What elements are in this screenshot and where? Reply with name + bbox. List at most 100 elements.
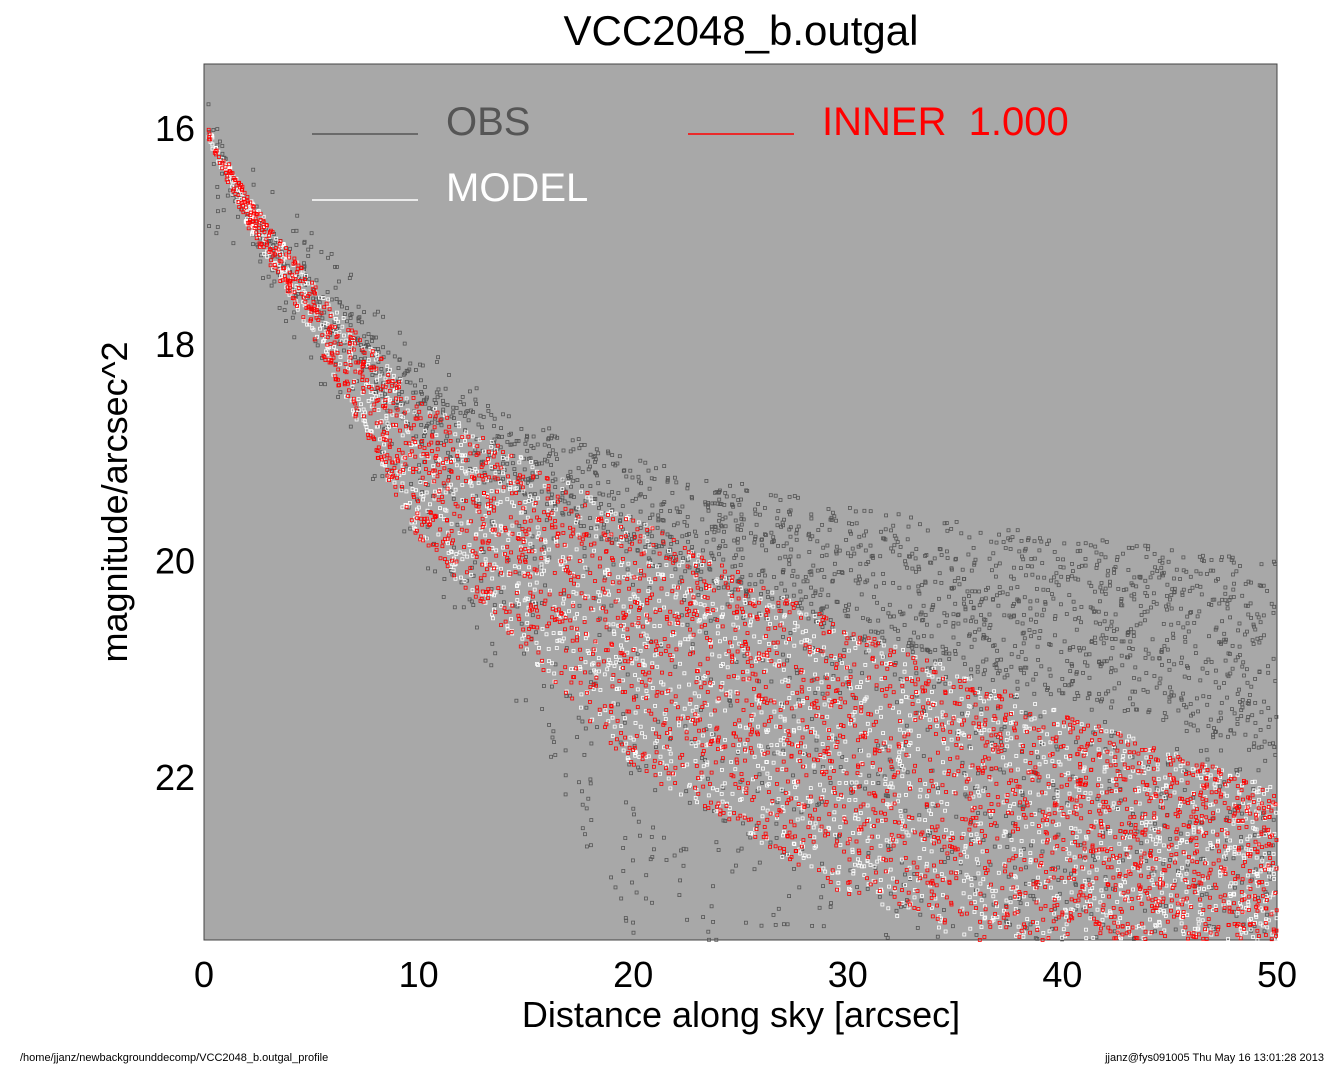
obs-point <box>838 658 842 662</box>
model-point <box>782 752 786 756</box>
obs-point <box>1247 747 1251 752</box>
obs-point <box>1104 636 1109 640</box>
obs-point <box>987 638 992 642</box>
obs-point <box>1016 654 1021 659</box>
obs-point <box>716 586 721 590</box>
obs-point <box>930 605 935 610</box>
obs-point <box>1087 652 1092 657</box>
model-point <box>1228 884 1232 889</box>
obs-point <box>1199 821 1204 825</box>
model-point <box>812 614 817 618</box>
model-point <box>879 714 883 719</box>
obs-point <box>708 567 713 572</box>
obs-point <box>710 527 715 532</box>
model-point <box>943 808 947 813</box>
obs-point <box>846 551 850 556</box>
obs-point <box>1029 617 1033 622</box>
obs-point <box>295 213 300 218</box>
obs-point <box>1128 639 1133 644</box>
model-point <box>1019 710 1024 714</box>
obs-point <box>960 760 965 765</box>
obs-point <box>818 593 823 597</box>
model-point <box>1155 788 1160 793</box>
obs-point <box>741 517 746 522</box>
obs-point <box>1089 584 1094 588</box>
model-point <box>582 616 587 621</box>
obs-point <box>925 648 930 652</box>
model-point <box>875 889 880 894</box>
obs-point <box>585 844 589 849</box>
obs-point <box>1013 644 1017 648</box>
obs-point <box>455 522 460 527</box>
obs-point <box>1015 686 1020 691</box>
model-point <box>1083 790 1088 795</box>
obs-point <box>1213 680 1218 685</box>
obs-point <box>638 571 643 575</box>
obs-point <box>678 551 683 555</box>
obs-point <box>547 723 551 727</box>
obs-point <box>650 512 655 517</box>
obs-point <box>889 528 893 533</box>
model-point <box>539 565 544 570</box>
model-point <box>738 798 742 802</box>
obs-point <box>1008 547 1013 551</box>
obs-point <box>970 589 975 594</box>
model-point <box>1166 752 1170 757</box>
model-point <box>517 602 521 606</box>
obs-point <box>435 395 440 400</box>
obs-point <box>936 623 941 628</box>
obs-point <box>954 556 958 561</box>
model-point <box>1148 917 1152 922</box>
obs-point <box>404 380 409 384</box>
obs-point <box>1054 580 1059 585</box>
obs-point <box>1162 644 1167 648</box>
obs-point <box>884 513 888 518</box>
obs-point <box>832 514 837 519</box>
obs-point <box>1259 584 1264 588</box>
obs-point <box>215 184 220 189</box>
obs-point <box>1036 755 1040 760</box>
obs-point <box>785 594 789 599</box>
obs-point <box>709 551 714 556</box>
model-point <box>563 559 567 564</box>
obs-point <box>1235 692 1240 696</box>
obs-point <box>538 564 543 569</box>
obs-point <box>995 658 1000 662</box>
model-point <box>795 624 800 629</box>
model-point <box>525 647 529 652</box>
obs-point <box>783 588 787 593</box>
model-point <box>1262 852 1267 856</box>
obs-point <box>905 537 910 542</box>
obs-point <box>850 522 854 526</box>
obs-point <box>966 552 971 557</box>
model-point <box>1250 780 1255 784</box>
obs-point <box>284 300 288 305</box>
obs-point <box>1242 673 1246 678</box>
obs-point <box>1009 664 1014 669</box>
obs-point <box>490 641 495 646</box>
model-point <box>916 734 921 738</box>
model-point <box>546 668 551 673</box>
obs-point <box>733 564 737 569</box>
obs-point <box>1201 694 1206 699</box>
model-point <box>1066 771 1071 776</box>
obs-point <box>1228 810 1233 814</box>
obs-point <box>768 840 773 845</box>
obs-point <box>206 102 211 107</box>
obs-point <box>935 934 940 939</box>
obs-point <box>214 231 219 236</box>
obs-point <box>857 534 862 539</box>
obs-point <box>451 496 456 501</box>
model-point <box>657 598 662 603</box>
obs-point <box>759 538 764 542</box>
obs-point <box>1253 833 1257 837</box>
obs-point <box>580 484 584 489</box>
model-point <box>993 696 998 700</box>
obs-point <box>1015 585 1020 589</box>
model-point <box>548 500 553 505</box>
obs-point <box>1085 663 1090 668</box>
obs-point <box>717 497 722 502</box>
obs-point <box>474 625 479 630</box>
obs-point <box>1181 625 1186 630</box>
obs-point <box>1246 612 1251 617</box>
